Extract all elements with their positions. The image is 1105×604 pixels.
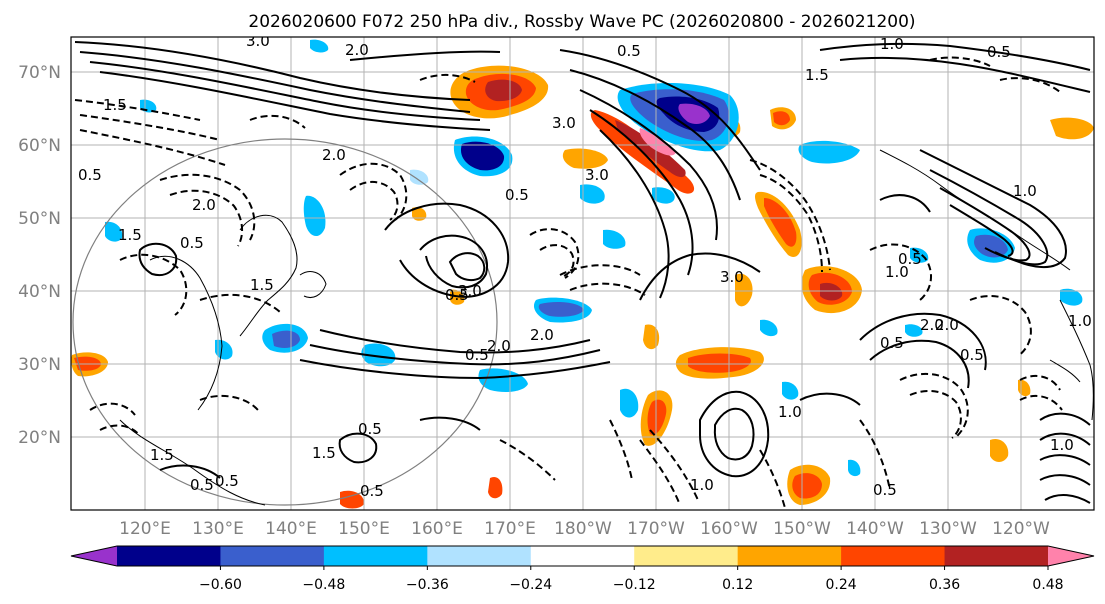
- contour-label: 3.0: [585, 166, 609, 184]
- colorbar-segment: [634, 546, 739, 566]
- contour-label: 0.5: [987, 43, 1011, 61]
- lat-label: 60°N: [18, 136, 61, 156]
- colorbar-tick-label: −0.60: [199, 577, 242, 593]
- map-title: 2026020600 F072 250 hPa div., Rossby Wav…: [248, 12, 915, 32]
- contour-label: 0.5: [190, 476, 214, 494]
- contour-label: 2.0: [530, 326, 554, 344]
- colorbar-tick-label: 0.24: [826, 577, 857, 593]
- solid-contours: [74, 41, 1091, 504]
- lon-label: 170°W: [627, 519, 685, 539]
- contour-label: 1.0: [1013, 182, 1037, 200]
- graticule: [71, 37, 1094, 510]
- lat-label: 40°N: [18, 282, 61, 302]
- dashed-contours: [74, 56, 1063, 509]
- contour-label: 0.5: [78, 166, 102, 184]
- contour-label: 2.0: [935, 316, 959, 334]
- lon-label: 120°E: [119, 519, 171, 539]
- colorbar-tick-label: −0.48: [302, 577, 345, 593]
- colorbar-tick-label: −0.12: [613, 577, 656, 593]
- contour-label: 1.0: [778, 403, 802, 421]
- contour-label: 1.5: [103, 96, 127, 114]
- contour-label: 1.5: [118, 226, 142, 244]
- latitude-axis: 70°N 60°N 50°N 40°N 30°N 20°N: [18, 63, 61, 448]
- lon-label: 150°E: [338, 519, 390, 539]
- map-frame: [70, 36, 1095, 511]
- lon-label: 160°W: [700, 519, 758, 539]
- colorbar-tick-label: 0.12: [722, 577, 753, 593]
- contour-label: 1.0: [690, 476, 714, 494]
- contour-label: 0.5: [358, 420, 382, 438]
- contour-label: 0.5: [465, 346, 489, 364]
- lat-label: 70°N: [18, 63, 61, 83]
- contour-label: 1.5: [250, 276, 274, 294]
- contour-label: 3.0: [458, 282, 482, 300]
- colorbar-outline: [70, 545, 1095, 567]
- colorbar-segment: [220, 546, 325, 566]
- lon-label: 160°E: [411, 519, 463, 539]
- contour-label: 2.0: [345, 41, 369, 59]
- contour-label: 0.5: [873, 481, 897, 499]
- anomaly-fill-layer: [71, 39, 1094, 509]
- lon-label: 180°W: [554, 519, 612, 539]
- contour-label: 0.5: [360, 482, 384, 500]
- colorbar-segment: [323, 546, 428, 566]
- contour-label: 0.5: [505, 186, 529, 204]
- lon-label: 130°E: [192, 519, 244, 539]
- colorbar-tick-label: 0.36: [929, 577, 960, 593]
- colorbar-segment: [117, 546, 221, 566]
- colorbar-tick-label: −0.24: [509, 577, 552, 593]
- contour-label: 3.0: [720, 268, 744, 286]
- map-panel: 3.0 2.0 0.5 1.0 0.5 1.5 1.5 0.5 2.0 1.5 …: [70, 32, 1095, 511]
- contour-label: 1.0: [1068, 312, 1092, 330]
- contour-label: 1.5: [312, 444, 336, 462]
- contour-label: 2.0: [322, 146, 346, 164]
- colorbar-tick-label: 0.48: [1032, 577, 1063, 593]
- colorbar-segment: [944, 546, 1049, 566]
- contour-label: 1.0: [880, 35, 904, 53]
- lat-label: 50°N: [18, 209, 61, 229]
- contour-label: 2.0: [920, 316, 944, 334]
- contour-label-layer: 3.0 2.0 0.5 1.0 0.5 1.5 1.5 0.5 2.0 1.5 …: [78, 32, 1092, 500]
- lon-label: 140°W: [846, 519, 904, 539]
- lon-label: 150°W: [773, 519, 831, 539]
- contour-label: 1.0: [885, 263, 909, 281]
- contour-label: 1.5: [805, 66, 829, 84]
- contour-label: 3.0: [552, 114, 576, 132]
- contour-label: 3.0: [246, 32, 270, 50]
- lat-label: 20°N: [18, 428, 61, 448]
- contour-label: 0.5: [898, 250, 922, 268]
- lon-label: 170°E: [484, 519, 536, 539]
- contour-label: 0.5: [960, 346, 984, 364]
- colorbar-extend-max: [1048, 546, 1094, 566]
- lat-label: 30°N: [18, 355, 61, 375]
- lon-label: 120°W: [992, 519, 1050, 539]
- contour-label: 0.5: [880, 334, 904, 352]
- colorbar-segment: [427, 546, 532, 566]
- contour-label: 1.0: [1050, 436, 1074, 454]
- contour-label: 0.5: [445, 286, 469, 304]
- contour-label: 0.5: [215, 472, 239, 490]
- lon-label: 130°W: [919, 519, 977, 539]
- contour-label: 0.5: [180, 234, 204, 252]
- colorbar-segment: [737, 546, 842, 566]
- colorbar: −0.60 −0.48 −0.36 −0.24 −0.12 0.12 0.24 0.36 0.4…: [70, 545, 1095, 593]
- colorbar-segment: [841, 546, 946, 566]
- colorbar-extend-min: [71, 546, 117, 566]
- contour-label: 2.0: [487, 337, 511, 355]
- positive-anomaly-fill: [71, 65, 1094, 509]
- highlight-circle: [72, 138, 498, 506]
- longitude-axis: 120°E 130°E 140°E 150°E 160°E 170°E 180°…: [119, 519, 1050, 539]
- lon-label: 140°E: [265, 519, 317, 539]
- contour-label: 1.5: [150, 446, 174, 464]
- colorbar-segment: [530, 546, 635, 566]
- contour-label: 0.5: [617, 42, 641, 60]
- contour-label: 2.0: [192, 196, 216, 214]
- colorbar-tick-label: −0.36: [406, 577, 449, 593]
